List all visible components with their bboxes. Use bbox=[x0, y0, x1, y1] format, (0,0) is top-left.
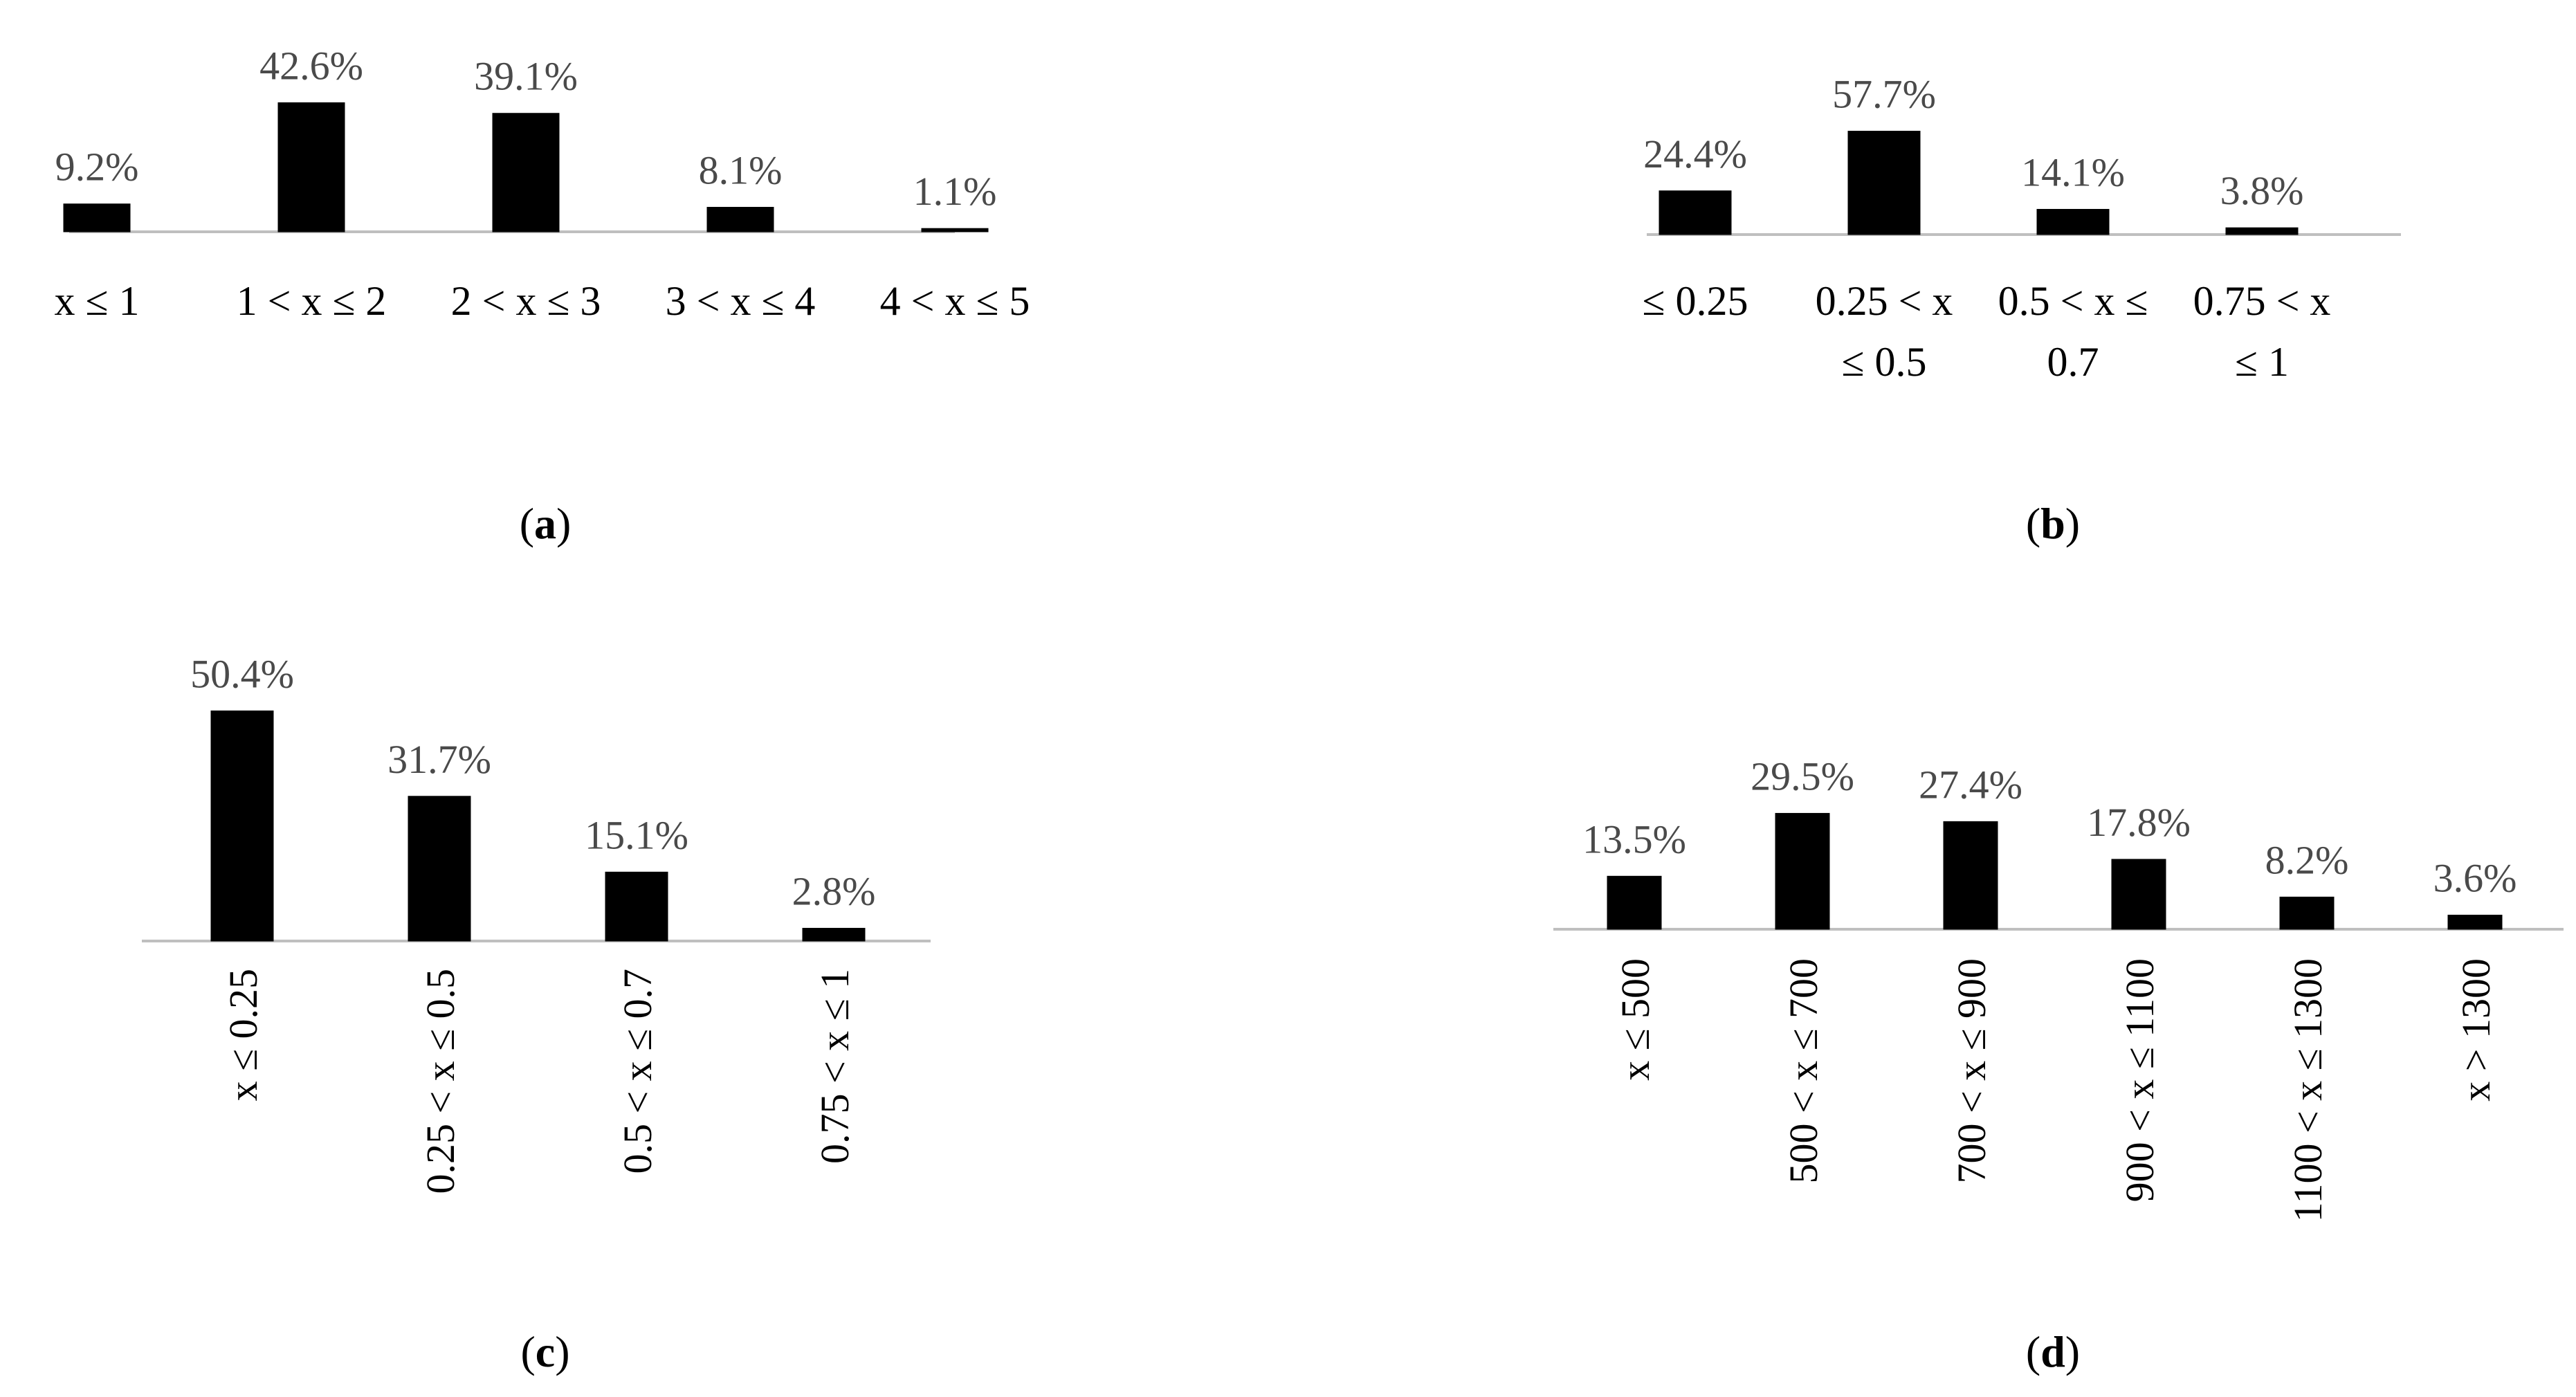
data-label-a-5: 1.1% bbox=[913, 169, 997, 214]
data-label-b-2: 57.7% bbox=[1832, 72, 1936, 117]
tick-label-b-1: ≤ 0.25 bbox=[1643, 278, 1748, 324]
tick-label-b-3-line-2: 0.7 bbox=[2047, 339, 2099, 385]
bar-c-2 bbox=[408, 796, 471, 942]
data-label-d-2: 29.5% bbox=[1751, 754, 1854, 798]
data-label-b-1: 24.4% bbox=[1643, 131, 1747, 176]
tick-label-a-4: 3 < x ≤ 4 bbox=[666, 278, 816, 324]
chart-panel-a: 9.2% x ≤ 1 42.6% 1 < x ≤ 2 39.1% 2 < x ≤ 3 8.1… bbox=[55, 43, 1030, 548]
data-label-d-6: 3.6% bbox=[2433, 856, 2517, 901]
tick-label-b-4-line-2: ≤ 1 bbox=[2235, 339, 2289, 385]
chart-panel-c: 50.4% x ≤ 0.25 31.7% 0.25 < x ≤ 0.5 15.1% 0.5… bbox=[142, 651, 931, 1376]
tick-label-b-2-line-2: ≤ 0.5 bbox=[1842, 339, 1927, 385]
tick-label-d-4: 900 < x ≤ 1100 bbox=[2117, 958, 2162, 1202]
bar-d-6 bbox=[2447, 915, 2503, 930]
tick-label-c-4: 0.75 < x ≤ 1 bbox=[812, 969, 857, 1164]
bar-d-4 bbox=[2111, 859, 2166, 930]
bar-d-2 bbox=[1775, 812, 1830, 930]
bar-c-4 bbox=[802, 928, 866, 942]
tick-label-d-6: x > 1300 bbox=[2454, 958, 2499, 1102]
data-label-b-4: 3.8% bbox=[2220, 168, 2304, 213]
data-label-a-4: 8.1% bbox=[699, 148, 783, 193]
panel-caption-c: (c) bbox=[520, 1327, 569, 1376]
tick-label-d-1: x ≤ 500 bbox=[1613, 958, 1658, 1081]
data-label-a-3: 39.1% bbox=[474, 54, 578, 99]
panel-caption-a: (a) bbox=[520, 499, 572, 548]
data-label-d-5: 8.2% bbox=[2265, 837, 2349, 882]
data-label-d-1: 13.5% bbox=[1582, 816, 1686, 861]
bar-c-3 bbox=[605, 871, 668, 942]
bar-d-3 bbox=[1943, 821, 1998, 930]
data-label-c-2: 31.7% bbox=[387, 737, 491, 782]
panel-caption-b: (b) bbox=[2026, 499, 2080, 548]
bar-b-1 bbox=[1659, 190, 1732, 235]
tick-label-a-3: 2 < x ≤ 3 bbox=[451, 278, 601, 324]
bar-a-4 bbox=[706, 207, 774, 232]
chart-panel-d: 13.5% x ≤ 500 29.5% 500 < x ≤ 700 27.4% 700 <… bbox=[1553, 754, 2564, 1376]
bar-a-2 bbox=[277, 102, 345, 232]
tick-label-c-3: 0.5 < x ≤ 0.7 bbox=[615, 969, 660, 1174]
data-label-a-1: 9.2% bbox=[55, 145, 139, 190]
data-label-c-1: 50.4% bbox=[190, 651, 294, 696]
bar-a-5 bbox=[921, 228, 989, 232]
panel-caption-d: (d) bbox=[2026, 1327, 2080, 1376]
data-label-c-3: 15.1% bbox=[585, 812, 688, 857]
bar-a-3 bbox=[492, 113, 560, 232]
tick-label-d-5: 1100 < x ≤ 1300 bbox=[2285, 958, 2330, 1222]
bar-c-1 bbox=[210, 710, 274, 942]
tick-label-b-2-line-1: 0.25 < x bbox=[1816, 278, 1953, 324]
bar-b-2 bbox=[1847, 131, 1921, 235]
tick-label-a-2: 1 < x ≤ 2 bbox=[237, 278, 387, 324]
tick-label-c-1: x ≤ 0.25 bbox=[221, 969, 266, 1101]
data-label-d-3: 27.4% bbox=[1919, 762, 2022, 807]
tick-label-d-3: 700 < x ≤ 900 bbox=[1949, 958, 1994, 1184]
data-label-a-2: 42.6% bbox=[259, 43, 363, 88]
data-label-b-3: 14.1% bbox=[2021, 149, 2125, 194]
tick-label-b-3-line-1: 0.5 < x ≤ bbox=[1998, 278, 2148, 324]
tick-label-a-5: 4 < x ≤ 5 bbox=[880, 278, 1030, 324]
bar-d-5 bbox=[2279, 896, 2335, 930]
bar-d-1 bbox=[1607, 875, 1662, 930]
data-label-d-4: 17.8% bbox=[2087, 800, 2191, 845]
tick-label-b-4-line-1: 0.75 < x bbox=[2193, 278, 2331, 324]
bar-b-4 bbox=[2225, 227, 2299, 235]
tick-label-c-2: 0.25 < x ≤ 0.5 bbox=[418, 969, 463, 1194]
tick-label-a-1: x ≤ 1 bbox=[55, 278, 140, 324]
chart-panel-b: 24.4% ≤ 0.25 57.7% 0.25 < x ≤ 0.5 14.1% 0.5 < … bbox=[1643, 72, 2401, 548]
tick-label-d-2: 500 < x ≤ 700 bbox=[1781, 958, 1826, 1184]
data-label-c-4: 2.8% bbox=[792, 869, 876, 914]
bar-a-1 bbox=[63, 203, 131, 232]
bar-b-3 bbox=[2036, 208, 2110, 235]
